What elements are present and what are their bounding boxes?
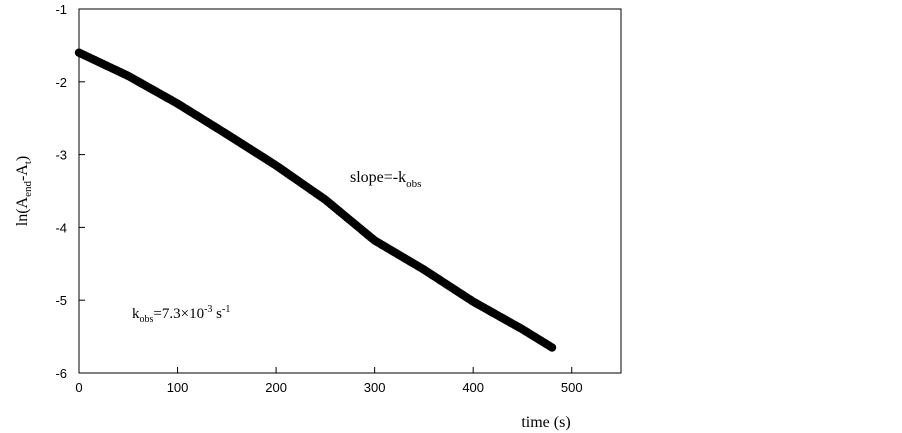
x-tick-label: 400 — [462, 380, 484, 395]
x-tick-label: 100 — [167, 380, 189, 395]
x-tick-label: 0 — [75, 380, 82, 395]
x-tick-label: 300 — [364, 380, 386, 395]
y-tick-label: -2 — [55, 75, 67, 90]
x-axis-label: time (s) — [521, 414, 570, 431]
y-tick-label: -5 — [55, 293, 67, 308]
y-axis-label: ln(Aend-At) — [14, 156, 34, 227]
slope-annotation: slope=-kobs — [350, 169, 421, 190]
y-tick-label: -4 — [55, 220, 67, 235]
plot-frame — [78, 8, 622, 374]
axis-ticks: 0 100 200 300 400 500 -1 -2 -3 -4 -5 -6 — [55, 2, 582, 395]
data-point — [547, 343, 557, 352]
y-tick-label: -1 — [55, 2, 67, 17]
x-tick-label: 500 — [561, 380, 583, 395]
kobs-annotation: kobs=7.3×10-3 s-1 — [132, 304, 230, 325]
y-tick-label: -6 — [55, 366, 67, 381]
x-tick-label: 200 — [265, 380, 287, 395]
data-series — [74, 48, 557, 352]
y-tick-label: -3 — [55, 148, 67, 163]
